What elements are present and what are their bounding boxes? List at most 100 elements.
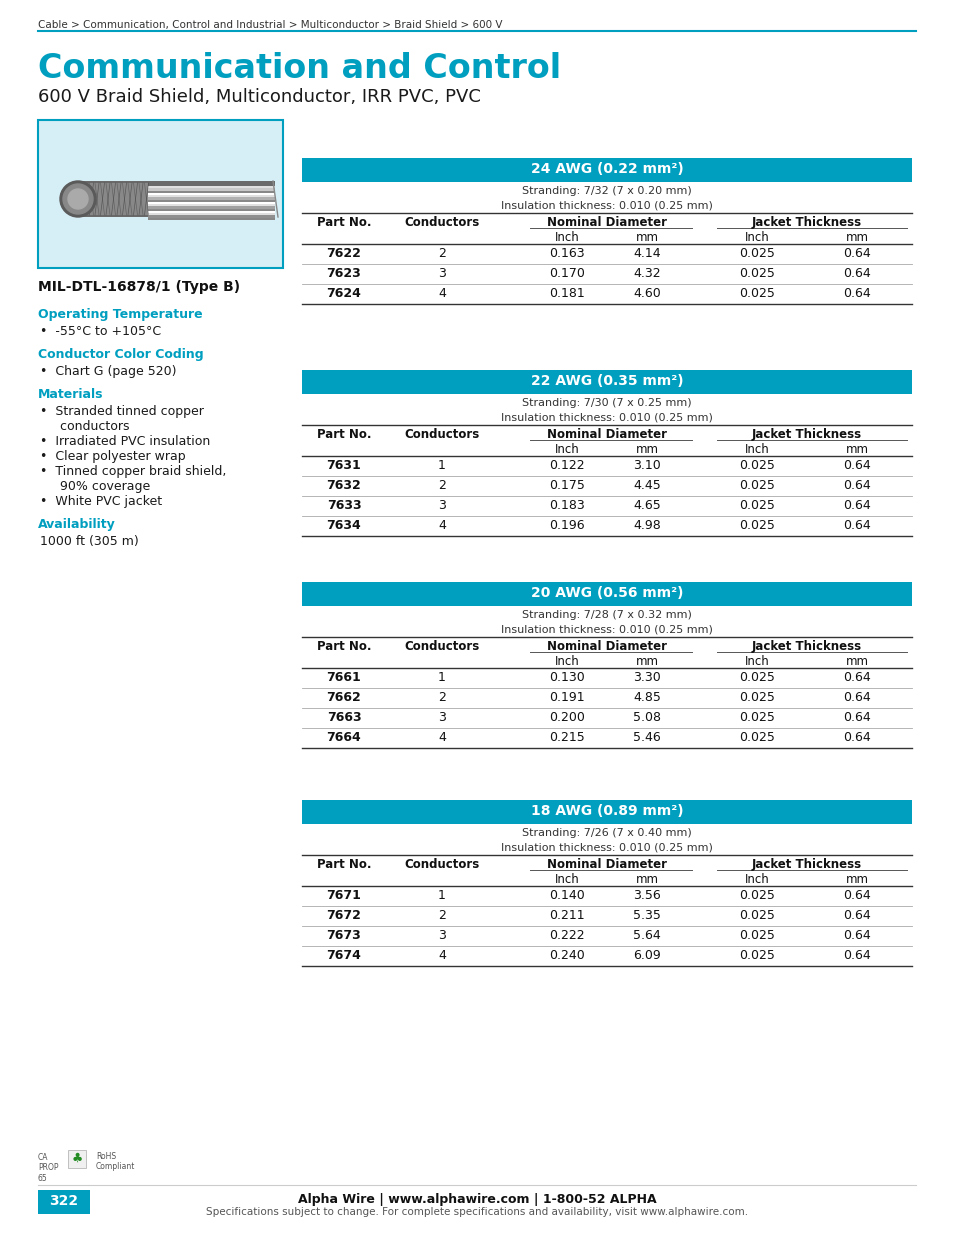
Text: 2: 2 (437, 247, 445, 261)
Text: Inch: Inch (554, 443, 578, 456)
Text: 0.183: 0.183 (549, 499, 584, 513)
Text: mm: mm (635, 443, 658, 456)
Text: Inch: Inch (554, 873, 578, 885)
Text: 22 AWG (0.35 mm²): 22 AWG (0.35 mm²) (530, 374, 682, 388)
Bar (148, 212, 274, 215)
Text: 0.64: 0.64 (842, 692, 870, 704)
Text: Insulation thickness: 0.010 (0.25 mm): Insulation thickness: 0.010 (0.25 mm) (500, 624, 712, 634)
Text: 3: 3 (437, 711, 445, 724)
Text: mm: mm (844, 873, 867, 885)
Text: 0.025: 0.025 (739, 731, 774, 743)
Text: 0.181: 0.181 (549, 287, 584, 300)
Text: •  White PVC jacket: • White PVC jacket (40, 495, 162, 508)
Text: •  Chart G (page 520): • Chart G (page 520) (40, 366, 176, 378)
Bar (38, 1191, 90, 1214)
Text: Inch: Inch (554, 231, 578, 245)
Text: 3: 3 (437, 929, 445, 942)
Text: Jacket Thickness: Jacket Thickness (751, 429, 862, 441)
Text: 0.196: 0.196 (549, 519, 584, 532)
Text: Inch: Inch (744, 655, 768, 668)
Text: 0.64: 0.64 (842, 671, 870, 684)
Text: 0.025: 0.025 (739, 519, 774, 532)
Text: 322: 322 (50, 1194, 78, 1208)
Text: 7633: 7633 (326, 499, 361, 513)
Text: 90% coverage: 90% coverage (40, 480, 150, 493)
Text: 0.025: 0.025 (739, 692, 774, 704)
Text: Jacket Thickness: Jacket Thickness (751, 858, 862, 871)
Text: 4: 4 (437, 948, 445, 962)
Text: 2: 2 (437, 692, 445, 704)
Text: Inch: Inch (744, 873, 768, 885)
Text: 3.56: 3.56 (633, 889, 660, 902)
Text: Nominal Diameter: Nominal Diameter (546, 858, 666, 871)
Text: 3: 3 (437, 267, 445, 280)
Bar (73, 183, 148, 215)
Text: 0.163: 0.163 (549, 247, 584, 261)
Text: 0.215: 0.215 (549, 731, 584, 743)
Text: 18 AWG (0.89 mm²): 18 AWG (0.89 mm²) (530, 804, 682, 818)
Bar (148, 195, 274, 198)
Text: Stranding: 7/32 (7 x 0.20 mm): Stranding: 7/32 (7 x 0.20 mm) (521, 186, 691, 196)
Text: 0.200: 0.200 (549, 711, 584, 724)
Text: 4.85: 4.85 (633, 692, 660, 704)
Text: 0.64: 0.64 (842, 499, 870, 513)
Text: 600 V Braid Shield, Multiconductor, IRR PVC, PVC: 600 V Braid Shield, Multiconductor, IRR … (38, 88, 480, 106)
Text: Part No.: Part No. (316, 640, 371, 653)
Text: 0.222: 0.222 (549, 929, 584, 942)
Text: Conductors: Conductors (404, 858, 479, 871)
Text: 7632: 7632 (326, 479, 361, 492)
Text: •  Irradiated PVC insulation: • Irradiated PVC insulation (40, 435, 210, 448)
Text: •  -55°C to +105°C: • -55°C to +105°C (40, 325, 161, 338)
Text: Conductors: Conductors (404, 216, 479, 228)
Text: 7674: 7674 (326, 948, 361, 962)
Bar (148, 191, 274, 193)
Text: 0.025: 0.025 (739, 499, 774, 513)
Text: 1: 1 (437, 671, 445, 684)
Text: 4.14: 4.14 (633, 247, 660, 261)
Text: 0.64: 0.64 (842, 929, 870, 942)
Text: •  Tinned copper braid shield,: • Tinned copper braid shield, (40, 466, 226, 478)
Text: 0.240: 0.240 (549, 948, 584, 962)
Text: 7661: 7661 (326, 671, 361, 684)
Text: 1: 1 (437, 459, 445, 472)
Text: CA
PROP
65: CA PROP 65 (38, 1153, 58, 1183)
Text: 6.09: 6.09 (633, 948, 660, 962)
Bar (302, 582, 911, 606)
Text: Inch: Inch (744, 443, 768, 456)
Text: 7634: 7634 (326, 519, 361, 532)
Text: Materials: Materials (38, 388, 103, 401)
Text: 0.140: 0.140 (549, 889, 584, 902)
Text: 0.64: 0.64 (842, 948, 870, 962)
Circle shape (63, 184, 92, 214)
Text: 7671: 7671 (326, 889, 361, 902)
Text: 7664: 7664 (326, 731, 361, 743)
Bar (73, 182, 274, 217)
Text: mm: mm (635, 873, 658, 885)
Text: Part No.: Part No. (316, 429, 371, 441)
Text: Specifications subject to change. For complete specifications and availability, : Specifications subject to change. For co… (206, 1207, 747, 1216)
Text: Stranding: 7/26 (7 x 0.40 mm): Stranding: 7/26 (7 x 0.40 mm) (521, 827, 691, 839)
Text: Nominal Diameter: Nominal Diameter (546, 640, 666, 653)
Text: 0.64: 0.64 (842, 459, 870, 472)
Text: 1: 1 (437, 889, 445, 902)
Text: ♣: ♣ (71, 1152, 83, 1165)
Bar (148, 209, 274, 211)
Text: 7672: 7672 (326, 909, 361, 923)
Text: Inch: Inch (554, 655, 578, 668)
Text: Jacket Thickness: Jacket Thickness (751, 640, 862, 653)
Circle shape (68, 189, 88, 209)
Text: Part No.: Part No. (316, 216, 371, 228)
Text: Conductors: Conductors (404, 429, 479, 441)
Text: 0.64: 0.64 (842, 731, 870, 743)
Text: 0.025: 0.025 (739, 929, 774, 942)
Text: 0.025: 0.025 (739, 671, 774, 684)
Text: 7631: 7631 (326, 459, 361, 472)
Text: 4: 4 (437, 731, 445, 743)
Text: Communication and Control: Communication and Control (38, 52, 560, 85)
Text: 2: 2 (437, 909, 445, 923)
Text: Cable > Communication, Control and Industrial > Multiconductor > Braid Shield > : Cable > Communication, Control and Indus… (38, 20, 502, 30)
Text: mm: mm (844, 231, 867, 245)
Text: Alpha Wire | www.alphawire.com | 1-800-52 ALPHA: Alpha Wire | www.alphawire.com | 1-800-5… (297, 1193, 656, 1207)
Bar (148, 211, 274, 212)
Text: 3: 3 (437, 499, 445, 513)
